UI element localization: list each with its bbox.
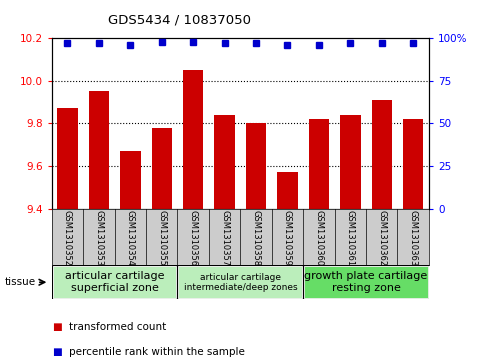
- Text: GSM1310359: GSM1310359: [283, 211, 292, 266]
- Text: GSM1310356: GSM1310356: [189, 211, 198, 266]
- Bar: [177, 265, 303, 299]
- Text: GSM1310357: GSM1310357: [220, 211, 229, 266]
- Bar: [120, 151, 141, 209]
- Bar: [246, 123, 266, 209]
- Text: tissue: tissue: [5, 277, 36, 287]
- Text: ■: ■: [52, 322, 62, 332]
- Bar: [303, 265, 429, 299]
- Text: GSM1310352: GSM1310352: [63, 211, 72, 266]
- Text: GSM1310361: GSM1310361: [346, 211, 355, 266]
- Bar: [151, 128, 172, 209]
- Bar: [177, 265, 303, 299]
- Text: GSM1310355: GSM1310355: [157, 211, 166, 266]
- Text: GSM1310360: GSM1310360: [315, 211, 323, 266]
- Text: percentile rank within the sample: percentile rank within the sample: [69, 347, 245, 357]
- Text: articular cartilage
superficial zone: articular cartilage superficial zone: [65, 272, 164, 293]
- Text: GSM1310362: GSM1310362: [377, 211, 387, 266]
- Text: ■: ■: [52, 347, 62, 357]
- Text: GSM1310358: GSM1310358: [251, 211, 261, 266]
- Text: growth plate cartilage
resting zone: growth plate cartilage resting zone: [305, 272, 428, 293]
- Bar: [277, 172, 298, 209]
- Bar: [303, 265, 429, 299]
- Text: GSM1310353: GSM1310353: [94, 211, 104, 266]
- Bar: [403, 119, 423, 209]
- Text: GDS5434 / 10837050: GDS5434 / 10837050: [108, 13, 251, 26]
- Bar: [52, 265, 177, 299]
- Text: transformed count: transformed count: [69, 322, 166, 332]
- Text: articular cartilage
intermediate/deep zones: articular cartilage intermediate/deep zo…: [183, 273, 297, 292]
- Bar: [214, 115, 235, 209]
- Bar: [89, 91, 109, 209]
- Text: GSM1310354: GSM1310354: [126, 211, 135, 266]
- Bar: [57, 109, 78, 209]
- Bar: [372, 100, 392, 209]
- Text: GSM1310363: GSM1310363: [409, 211, 418, 267]
- Bar: [52, 265, 177, 299]
- Bar: [309, 119, 329, 209]
- Bar: [340, 115, 360, 209]
- Bar: [183, 70, 204, 209]
